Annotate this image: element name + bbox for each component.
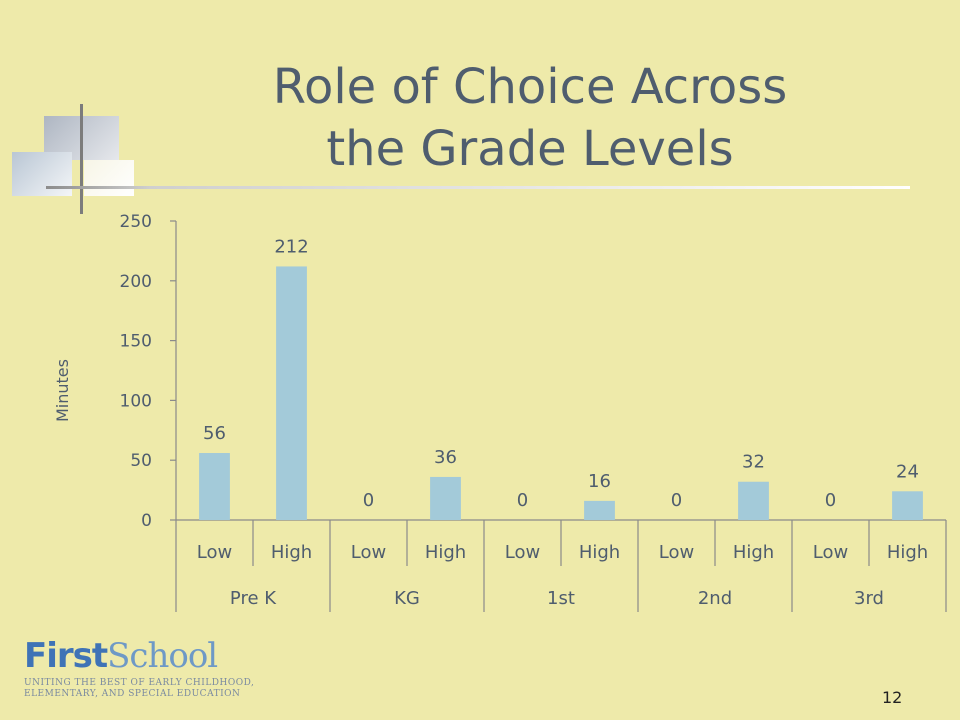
data-label: 212: [274, 236, 308, 257]
slide-title: Role of Choice Across the Grade Levels: [220, 56, 840, 180]
x-category-label: Low: [505, 542, 540, 563]
x-group-label: KG: [394, 588, 420, 609]
data-label: 0: [517, 490, 528, 511]
decor-square-white: [84, 160, 134, 196]
title-underline: [46, 186, 910, 189]
slide-title-line-1: Role of Choice Across: [272, 59, 788, 115]
x-category-label: Low: [197, 542, 232, 563]
data-label: 36: [434, 447, 457, 468]
x-category-label: Low: [813, 542, 848, 563]
firstschool-logo: FirstSchool UNITING THE BEST OF EARLY CH…: [24, 636, 254, 700]
x-group-label: 2nd: [698, 588, 732, 609]
x-category-label: High: [733, 542, 774, 563]
x-group-label: 1st: [547, 588, 575, 609]
logo-school: School: [107, 636, 218, 676]
y-tick-label: 100: [120, 391, 152, 411]
page-number: 12: [882, 688, 903, 707]
slide-title-line-2: the Grade Levels: [326, 121, 734, 177]
data-label: 56: [203, 423, 226, 444]
bar: [199, 453, 230, 520]
y-tick-label: 0: [141, 511, 152, 531]
data-label: 0: [363, 490, 374, 511]
logo-tagline: UNITING THE BEST OF EARLY CHILDHOOD, ELE…: [24, 678, 254, 700]
y-tick-label: 250: [120, 212, 152, 232]
bar: [892, 491, 923, 520]
logo-first: First: [24, 636, 108, 676]
x-category-label: Low: [659, 542, 694, 563]
logo-wordmark: FirstSchool: [24, 636, 254, 676]
x-group-label: Pre K: [230, 588, 277, 609]
x-category-label: High: [271, 542, 312, 563]
logo-tagline-line-1: UNITING THE BEST OF EARLY CHILDHOOD,: [24, 678, 255, 688]
data-label: 16: [588, 471, 611, 492]
x-category-label: Low: [351, 542, 386, 563]
y-tick-label: 200: [120, 272, 152, 292]
data-label: 32: [742, 452, 765, 473]
bar: [276, 266, 307, 520]
data-label: 24: [896, 461, 919, 482]
chart-labels: 0 50 100 150 200 250 Minutes 56 Low 212 High 0 Low 36…: [53, 212, 928, 609]
decor-square-blue: [12, 152, 72, 196]
bar: [430, 476, 461, 520]
x-group-label: 3rd: [854, 588, 884, 609]
x-category-label: High: [425, 542, 466, 563]
data-label: 0: [825, 490, 836, 511]
logo-tagline-line-2: ELEMENTARY, AND SPECIAL EDUCATION: [24, 689, 241, 699]
data-label: 0: [671, 490, 682, 511]
x-category-label: High: [887, 542, 928, 563]
decor-vertical-line: [80, 104, 83, 214]
bar: [584, 500, 615, 520]
y-tick-label: 150: [120, 332, 152, 352]
bar-chart: 0 50 100 150 200 250 Minutes 56 Low 212 High 0 Low 36…: [53, 212, 947, 612]
chart-bars: [199, 266, 923, 520]
x-category-label: High: [579, 542, 620, 563]
y-tick-label: 50: [130, 451, 152, 471]
bar: [738, 481, 769, 520]
y-axis-title: Minutes: [53, 359, 72, 422]
